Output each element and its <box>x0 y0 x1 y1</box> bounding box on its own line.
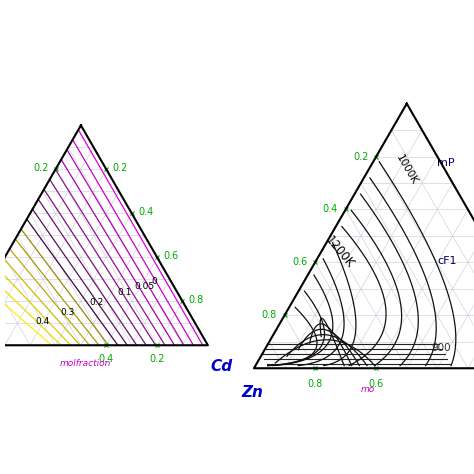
Text: 0.6: 0.6 <box>164 251 179 261</box>
Text: 0.6: 0.6 <box>292 257 308 267</box>
Text: 1000K: 1000K <box>394 153 419 186</box>
Text: Zn: Zn <box>242 385 264 400</box>
Text: 0.2: 0.2 <box>353 152 369 162</box>
Text: 0.2: 0.2 <box>113 163 128 173</box>
Text: 0.2: 0.2 <box>149 354 165 364</box>
Text: 0.3: 0.3 <box>61 308 75 317</box>
Text: 0.2: 0.2 <box>34 163 49 173</box>
Text: Cd: Cd <box>210 359 233 374</box>
Text: 0.4: 0.4 <box>323 204 338 214</box>
Text: cF1: cF1 <box>438 256 457 266</box>
Text: 1200K: 1200K <box>322 234 356 271</box>
Text: 0.1: 0.1 <box>118 288 132 297</box>
Text: molfraction: molfraction <box>60 359 111 368</box>
Text: 900: 900 <box>431 343 451 353</box>
Text: 0.4: 0.4 <box>99 354 114 364</box>
Text: 0.6: 0.6 <box>369 379 384 389</box>
Text: 0: 0 <box>152 276 157 285</box>
Text: 0.8: 0.8 <box>262 310 277 320</box>
Text: mo: mo <box>361 385 375 394</box>
Text: 0.8: 0.8 <box>308 379 323 389</box>
Text: 0.2: 0.2 <box>89 298 103 307</box>
Text: 0.05: 0.05 <box>135 283 155 292</box>
Text: 0.4: 0.4 <box>35 317 49 326</box>
Text: 0.4: 0.4 <box>138 207 153 217</box>
Text: 0.8: 0.8 <box>189 295 204 305</box>
Text: mP: mP <box>438 158 455 168</box>
